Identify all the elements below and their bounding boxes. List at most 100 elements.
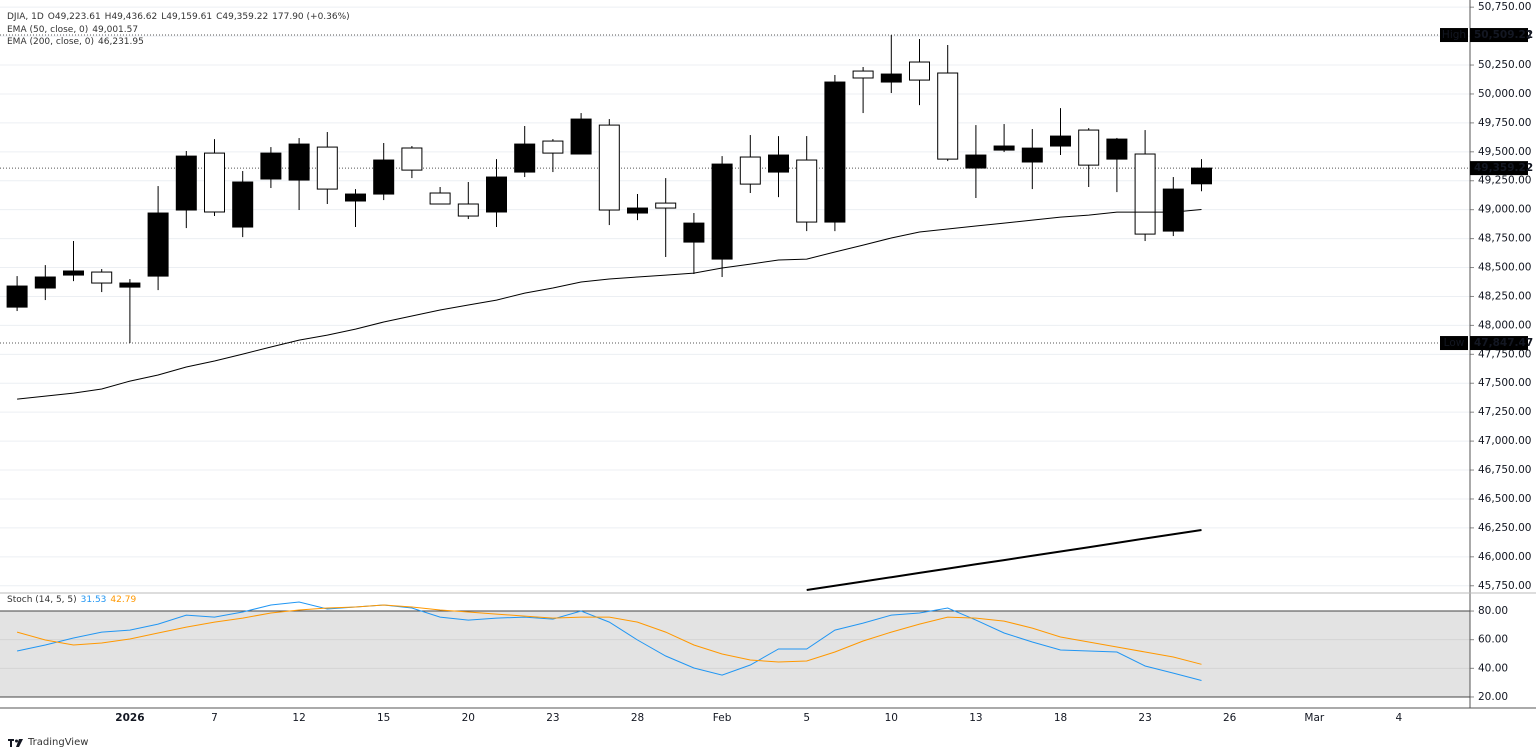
candle-body <box>6 285 28 308</box>
candle-body <box>514 143 536 173</box>
candle-body <box>627 207 648 214</box>
candle-body <box>147 212 169 277</box>
x-tick-label: 18 <box>1054 712 1067 724</box>
ema-value: 46,231.95 <box>98 37 144 47</box>
ema-value: 49,001.57 <box>92 25 139 35</box>
price-tag-box <box>1470 161 1528 176</box>
candle-body <box>34 276 56 289</box>
price-tag-name: High <box>1442 29 1466 41</box>
candle-body <box>91 271 113 284</box>
y-tick-label: 45,750.00 <box>1478 580 1531 592</box>
candles <box>6 35 1212 344</box>
candle-body <box>1078 129 1100 166</box>
candle-body <box>1162 188 1184 232</box>
y-tick-label: 47,000.00 <box>1478 435 1531 447</box>
ema-line <box>17 209 1202 400</box>
price-tag-value: 47,847.47 <box>1474 337 1533 349</box>
ohlc-label: L49,159.61 <box>161 12 213 22</box>
stoch-band <box>0 611 1470 697</box>
y-tick-label: 80.00 <box>1478 605 1508 617</box>
price-tag-name: Low <box>1444 337 1465 349</box>
y-tick-label: 48,000.00 <box>1478 319 1531 331</box>
ohlc-label: H49,436.62 <box>104 12 158 22</box>
stoch-name: Stoch (14, 5, 5) <box>7 595 77 605</box>
y-tick-label: 47,250.00 <box>1478 406 1531 418</box>
price-tag-value: 49,359.22 <box>1474 162 1533 174</box>
stoch-legend: Stoch (14, 5, 5) 31.53 42.79 <box>7 595 140 605</box>
y-tick-label: 49,750.00 <box>1478 117 1531 129</box>
y-tick-label: 20.00 <box>1478 691 1508 703</box>
candle-body <box>937 72 959 160</box>
candle-body <box>993 145 1015 151</box>
price-tag-name-box <box>1440 336 1468 351</box>
price-tag-box <box>1470 336 1528 351</box>
candle-body <box>852 70 874 79</box>
candle-body <box>457 203 479 217</box>
candle-body <box>824 81 846 223</box>
candle-body <box>542 140 564 154</box>
candle-body <box>1021 147 1043 163</box>
y-tick-label: 49,250.00 <box>1478 175 1531 187</box>
brand: TradingView <box>28 737 89 748</box>
y-tick-label: 46,250.00 <box>1478 522 1531 534</box>
candle-body <box>486 176 507 213</box>
candle-body <box>373 159 395 195</box>
candle-body <box>711 163 733 260</box>
candle-body <box>232 181 254 228</box>
candle-body <box>1134 153 1156 235</box>
ema-legend: EMA (50, close, 0) 49,001.57 <box>7 25 142 35</box>
candle-body <box>880 73 902 83</box>
y-tick-label: 46,000.00 <box>1478 551 1531 563</box>
candle-body <box>598 124 620 211</box>
symbol: DJIA, 1D <box>7 12 44 22</box>
stoch-line <box>16 604 1202 665</box>
y-tick-label: 47,750.00 <box>1478 348 1531 360</box>
price-tag-name-box <box>1440 28 1468 43</box>
y-tick-label: 50,250.00 <box>1478 59 1531 71</box>
x-tick-label: 15 <box>377 712 390 724</box>
candle-body <box>175 155 197 211</box>
candle-body <box>965 154 987 169</box>
x-tick-label: 2026 <box>115 712 144 724</box>
candle-body <box>204 152 225 213</box>
x-tick-label: 4 <box>1396 712 1403 724</box>
candle-body <box>1191 167 1212 185</box>
price-tag-box <box>1470 28 1528 43</box>
ema-name: EMA (50, close, 0) <box>7 25 89 35</box>
stoch-line <box>16 601 1202 681</box>
ohlc-label: O49,223.61 <box>47 12 101 22</box>
y-tick-label: 48,750.00 <box>1478 233 1531 245</box>
y-tick-label: 49,500.00 <box>1478 146 1531 158</box>
y-tick-label: 50,000.00 <box>1478 88 1531 100</box>
stoch-d-value: 42.79 <box>110 595 137 605</box>
y-tick-label: 60.00 <box>1478 634 1508 646</box>
x-tick-label: 10 <box>885 712 898 724</box>
candle-body <box>288 143 310 181</box>
y-tick-label: 49,000.00 <box>1478 204 1531 216</box>
candle-body <box>345 193 366 202</box>
candle-body <box>570 118 592 155</box>
candle-body <box>796 159 818 223</box>
y-tick-label: 48,250.00 <box>1478 290 1531 302</box>
x-tick-label: 7 <box>211 712 218 724</box>
x-tick-label: 28 <box>631 712 644 724</box>
candle-body <box>739 156 761 185</box>
x-tick-label: 12 <box>292 712 305 724</box>
ema-legend: EMA (200, close, 0) 46,231.95 <box>7 37 148 47</box>
header-ohlc: DJIA, 1D O49,223.61 H49,436.62 L49,159.61 C4… <box>7 12 354 22</box>
y-tick-label: 46,750.00 <box>1478 464 1531 476</box>
ema-line <box>806 529 1202 591</box>
x-tick-label: 23 <box>1138 712 1151 724</box>
candle-body <box>260 152 282 180</box>
y-tick-label: 46,500.00 <box>1478 493 1531 505</box>
x-tick-label: Mar <box>1304 712 1324 724</box>
stoch-k-value: 31.53 <box>80 595 107 605</box>
footer: TradingView <box>8 737 88 748</box>
x-tick-label: 26 <box>1223 712 1237 724</box>
candle-body <box>429 192 451 205</box>
x-tick-label: Feb <box>713 712 732 724</box>
candle-body <box>683 222 705 243</box>
x-tick-label: 5 <box>803 712 810 724</box>
